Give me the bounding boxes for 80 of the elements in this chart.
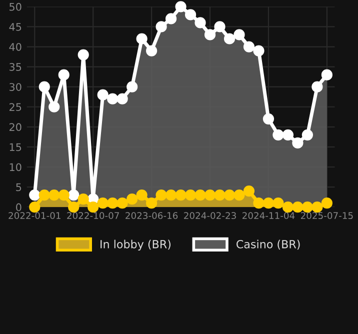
point — [156, 21, 167, 32]
point — [58, 69, 70, 80]
point — [165, 190, 177, 201]
point — [78, 194, 89, 205]
point — [194, 17, 206, 28]
point — [38, 190, 50, 201]
y-tick-label: 35 — [10, 63, 22, 71]
x-tick-label: 2024-11-04 — [242, 212, 295, 220]
point — [214, 21, 226, 32]
point — [272, 129, 284, 140]
point — [184, 190, 196, 201]
point — [97, 198, 108, 209]
point — [68, 202, 80, 213]
point — [29, 190, 40, 201]
y-tick-label: 45 — [9, 23, 22, 31]
point — [107, 93, 118, 104]
point — [107, 198, 118, 209]
point — [253, 198, 264, 209]
point — [214, 190, 226, 201]
point — [126, 194, 138, 205]
point — [136, 190, 148, 201]
point — [156, 190, 167, 201]
point — [38, 81, 50, 92]
point — [175, 1, 186, 12]
point — [204, 190, 216, 201]
point — [68, 190, 80, 201]
point — [88, 202, 99, 213]
point — [194, 190, 206, 201]
point — [302, 202, 314, 213]
point — [224, 190, 236, 201]
point — [224, 33, 236, 44]
point — [312, 81, 323, 92]
y-tick-label: 0 — [16, 203, 22, 212]
x-tick-label: 2022-10-07 — [67, 212, 119, 220]
point — [116, 198, 128, 209]
point — [136, 33, 148, 44]
point — [29, 202, 40, 213]
point — [253, 45, 264, 56]
point — [126, 81, 138, 92]
legend-label: Casino (BR) — [236, 240, 300, 250]
point — [262, 113, 274, 124]
point — [292, 202, 304, 213]
point — [292, 137, 304, 149]
point — [272, 198, 284, 209]
point — [78, 49, 89, 60]
point — [48, 101, 60, 112]
point — [321, 69, 332, 80]
y-tick-label: 5 — [16, 183, 22, 192]
point — [58, 190, 70, 201]
y-tick-label: 40 — [9, 42, 22, 51]
point — [146, 45, 158, 56]
point — [234, 190, 245, 201]
point — [116, 93, 128, 104]
y-tick-label: 30 — [10, 83, 22, 91]
point — [312, 202, 323, 213]
point — [243, 41, 255, 52]
y-tick-label: 50 — [10, 2, 22, 11]
x-tick-label: 2022-01-01 — [8, 212, 60, 220]
point — [302, 129, 314, 140]
point — [48, 190, 60, 201]
x-tick-label: 2024-02-23 — [184, 212, 236, 220]
point — [146, 198, 158, 209]
y-tick-label: 20 — [9, 123, 22, 132]
legend-label: In lobby (BR) — [100, 240, 170, 251]
point — [234, 29, 245, 40]
point — [243, 185, 255, 197]
point — [175, 190, 186, 201]
point — [262, 198, 274, 209]
point — [97, 89, 108, 100]
y-tick-label: 10 — [10, 163, 22, 172]
x-tick-label: 2023-06-16 — [126, 212, 178, 220]
point — [165, 13, 177, 24]
x-tick-label: 2025-07-15 — [300, 212, 353, 220]
point — [184, 9, 196, 20]
point — [204, 29, 216, 40]
point — [282, 129, 294, 140]
y-tick-label: 25 — [9, 103, 22, 111]
point — [321, 198, 332, 209]
point — [282, 202, 294, 213]
y-tick-label: 15 — [10, 143, 22, 152]
